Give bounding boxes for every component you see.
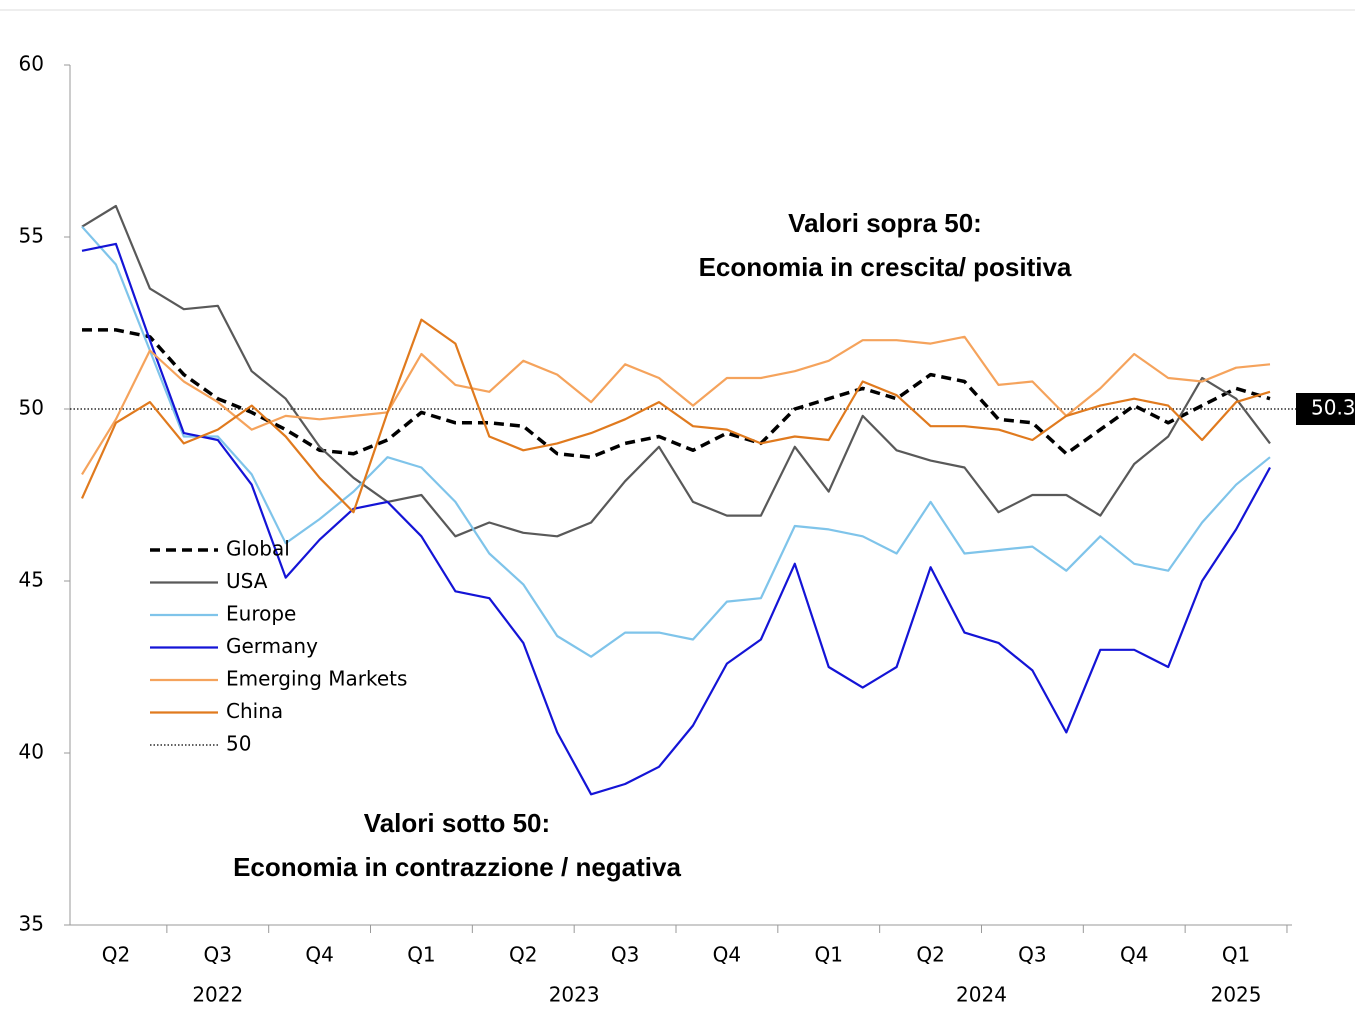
year-label: 2024 <box>956 983 1007 1007</box>
year-label: 2022 <box>192 983 243 1007</box>
annotation: Valori sopra 50: <box>788 208 982 238</box>
series-line <box>81 242 1271 796</box>
x-tick-label: Q3 <box>1018 943 1046 967</box>
series-line <box>80 318 1271 514</box>
annotation: Valori sotto 50: <box>364 808 550 838</box>
y-tick-label: 35 <box>19 912 44 936</box>
x-tick-label: Q1 <box>1222 943 1250 967</box>
y-tick-label: 45 <box>19 568 44 592</box>
year-label: 2023 <box>549 983 600 1007</box>
x-tick-label: Q4 <box>305 943 333 967</box>
series-line <box>81 225 1271 658</box>
y-tick-label: 55 <box>19 224 44 248</box>
x-tick-label: Q3 <box>611 943 639 967</box>
end-label: 50.3 <box>1311 396 1355 420</box>
x-tick-label: Q4 <box>713 943 741 967</box>
legend-label: 50 <box>226 732 251 756</box>
legend-label: China <box>226 699 283 723</box>
legend-label: Europe <box>226 602 296 626</box>
legend-label: Global <box>226 537 290 561</box>
year-label: 2025 <box>1211 983 1262 1007</box>
x-tick-label: Q2 <box>509 943 537 967</box>
annotation: Economia in contrazzione / negativa <box>233 852 681 882</box>
x-tick-label: Q4 <box>1120 943 1148 967</box>
x-tick-label: Q2 <box>102 943 130 967</box>
x-tick-label: Q3 <box>204 943 232 967</box>
legend-label: Germany <box>226 634 318 658</box>
annotation: Economia in crescita/ positiva <box>699 252 1072 282</box>
series-line <box>81 204 1271 538</box>
y-tick-label: 60 <box>19 52 44 76</box>
y-tick-label: 50 <box>19 396 44 420</box>
x-tick-label: Q1 <box>407 943 435 967</box>
legend-label: Emerging Markets <box>226 667 407 691</box>
end-label-box <box>1296 393 1355 425</box>
x-tick-label: Q2 <box>916 943 944 967</box>
legend-label: USA <box>226 569 268 593</box>
y-tick-label: 40 <box>19 740 44 764</box>
x-tick-label: Q1 <box>815 943 843 967</box>
series-line <box>81 335 1271 475</box>
series-line <box>82 328 1271 459</box>
